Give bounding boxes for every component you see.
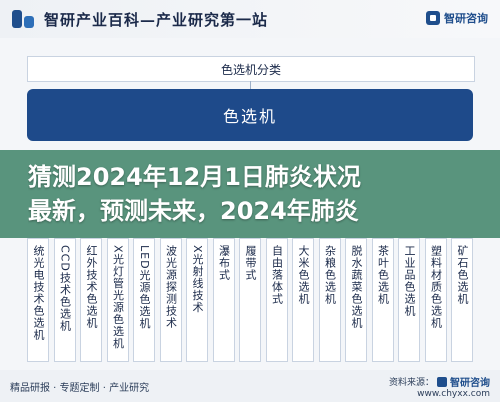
category-columns: 统光电技术色选机 CCD技术色选机 红外技术色选机 X光灯管光源色选机 LED光源色选机…: [27, 238, 473, 362]
category-column-label: 矿石色选机: [456, 245, 469, 305]
category-column: 茶叶色选机: [371, 238, 394, 362]
brand-logo-icon: [437, 376, 447, 387]
category-column-label: LED光源色选机: [138, 245, 151, 330]
category-column: 统光电技术色选机: [27, 238, 49, 362]
footer-tagline: 精品研报 · 专题定制 · 产业研究: [10, 382, 150, 394]
category-column: 履带式: [239, 238, 261, 362]
main-node: 色选机: [27, 89, 473, 141]
headline-overlay: 猜测2024年12月1日肺炎状况 最新，预测未来，2024年肺炎: [0, 150, 500, 238]
category-column: 工业品色选机: [398, 238, 420, 362]
footer-url: www.chyxx.com: [417, 389, 490, 399]
category-column: 红外技术色选机: [80, 238, 102, 362]
category-column-label: 大米色选机: [297, 245, 310, 305]
category-column-label: 塑料材质色选机: [429, 245, 443, 329]
category-column-label: 自由落体式: [270, 245, 284, 305]
category-title: 色选机分类: [27, 56, 475, 82]
category-column-label: 统光电技术色选机: [32, 245, 45, 341]
category-column: X光射线技术: [186, 238, 208, 362]
headline-line-2: 最新，预测未来，2024年肺炎: [28, 197, 359, 225]
category-column: 杂粮色选机: [318, 238, 341, 362]
category-column: 脱水蔬菜色选机: [345, 238, 367, 362]
connector-line: [250, 81, 251, 89]
category-column: 塑料材质色选机: [424, 238, 447, 362]
brand-logo-icon: [426, 11, 440, 25]
category-column-label: 脱水蔬菜色选机: [350, 245, 363, 329]
category-column: 波光源探测技术: [159, 238, 182, 362]
category-column: 矿石色选机: [451, 238, 473, 362]
category-column: 瀑布式: [212, 238, 235, 362]
brand: 智研咨询: [426, 10, 488, 26]
logo-icon: [10, 6, 36, 32]
headline-line-1: 猜测2024年12月1日肺炎状况: [28, 163, 361, 191]
footer-brand: 智研咨询: [450, 378, 490, 389]
header-title: 智研产业百科—产业研究第一站: [44, 10, 269, 29]
category-column-label: 瀑布式: [217, 245, 231, 281]
category-column: X光灯管光源色选机: [106, 238, 129, 362]
category-column: 大米色选机: [292, 238, 314, 362]
category-column-label: 工业品色选机: [403, 245, 416, 317]
category-column: LED光源色选机: [133, 238, 155, 362]
category-column-label: 波光源探测技术: [164, 245, 178, 329]
source-label: 资料来源：: [388, 378, 434, 388]
category-column: 自由落体式: [265, 238, 288, 362]
page-footer: 精品研报 · 专题定制 · 产业研究 资料来源： 智研咨询 www.chyxx.…: [0, 370, 500, 402]
category-column-label: 茶叶色选机: [376, 245, 390, 305]
category-column-label: 红外技术色选机: [85, 245, 98, 329]
category-column: CCD技术色选机: [53, 238, 76, 362]
page-header: 智研产业百科—产业研究第一站 智研咨询: [0, 0, 500, 38]
category-column-label: X光射线技术: [191, 245, 204, 314]
category-column-label: X光灯管光源色选机: [111, 245, 125, 350]
category-column-label: 杂粮色选机: [323, 245, 337, 305]
footer-source: 资料来源： 智研咨询 www.chyxx.com: [389, 374, 490, 399]
category-column-label: CCD技术色选机: [58, 245, 72, 332]
brand-name: 智研咨询: [444, 12, 488, 25]
category-column-label: 履带式: [244, 245, 257, 281]
